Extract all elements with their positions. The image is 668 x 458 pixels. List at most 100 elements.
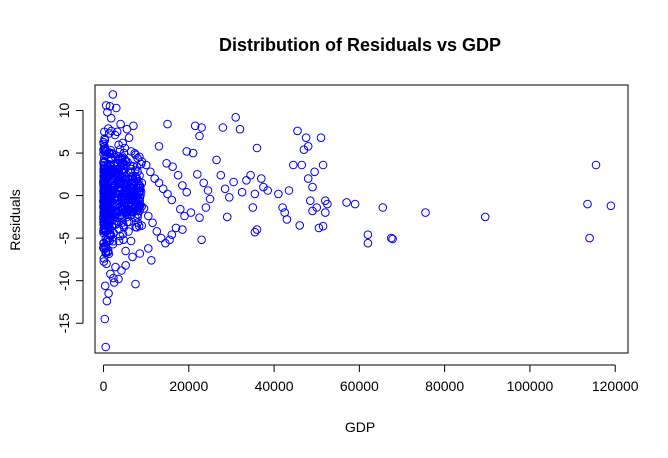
scatter-point	[141, 160, 151, 170]
scatter-point	[152, 227, 162, 236]
scatter-point	[135, 201, 144, 210]
scatter-point	[323, 199, 332, 209]
scatter-point	[108, 90, 118, 99]
scatter-point	[591, 160, 601, 170]
scatter-point	[115, 203, 124, 212]
scatter-point	[132, 162, 142, 171]
scatter-point	[190, 121, 200, 131]
scatter-point	[250, 189, 260, 199]
scatter-point	[131, 279, 140, 289]
scatter-point	[167, 230, 177, 239]
scatter-point	[124, 198, 134, 207]
scatter-point	[188, 148, 198, 158]
scatter-point	[120, 161, 129, 170]
scatter-point	[103, 246, 113, 256]
scatter-point	[121, 209, 131, 219]
y-tick-label: 10	[56, 103, 72, 119]
scatter-point	[123, 204, 133, 214]
scatter-point	[105, 225, 115, 235]
scatter-point	[150, 174, 159, 183]
scatter-point	[421, 208, 430, 217]
x-tick-label: 80000	[425, 378, 464, 394]
scatter-point	[104, 289, 113, 298]
scatter-point	[252, 225, 262, 234]
scatter-point	[284, 186, 294, 195]
scatter-point	[103, 107, 112, 117]
scatter-point	[203, 186, 213, 195]
scatter-point	[173, 170, 183, 180]
scatter-point	[218, 123, 228, 132]
scatter-point	[250, 227, 260, 237]
scatter-point	[167, 195, 177, 205]
scatter-point	[144, 211, 153, 221]
scatter-point	[242, 176, 251, 185]
chart-title: Distribution of Residuals vs GDP	[219, 35, 501, 55]
y-tick-label: -10	[56, 270, 72, 290]
scatter-point	[106, 113, 116, 123]
scatter-point	[163, 189, 172, 199]
scatter-point	[100, 134, 109, 143]
scatter-point	[278, 203, 287, 212]
scatter-point	[132, 194, 141, 204]
scatter-point	[301, 133, 311, 142]
scatter-point	[135, 181, 145, 191]
scatter-point	[135, 171, 144, 180]
scatter-point	[129, 121, 138, 131]
scatter-point	[135, 186, 145, 195]
scatter-point	[229, 177, 238, 187]
scatter-point	[178, 225, 187, 234]
scatter-point	[139, 204, 149, 213]
scatter-point	[127, 183, 136, 192]
scatter-point	[585, 233, 594, 243]
scatter-point	[308, 206, 317, 216]
scatter-point	[99, 191, 109, 201]
scatter-point	[147, 256, 156, 265]
scatter-point	[318, 160, 328, 170]
scatter-point	[606, 201, 616, 211]
scatter-point	[212, 155, 221, 165]
scatter-point	[165, 235, 174, 245]
scatter-point	[124, 133, 134, 142]
scatter-point	[99, 254, 109, 263]
scatter-point	[195, 131, 204, 141]
scatter-point	[297, 160, 307, 170]
scatter-point	[118, 174, 127, 184]
scatter-point	[146, 167, 155, 177]
scatter-point	[133, 213, 142, 222]
scatter-point	[108, 164, 117, 174]
scatter-point	[112, 103, 121, 113]
scatter-point	[378, 203, 388, 212]
scatter-point	[274, 189, 283, 199]
scatter-point	[303, 142, 313, 151]
scatter-point	[318, 221, 328, 231]
scatter-point	[222, 212, 232, 222]
scatter-point	[156, 233, 166, 243]
scatter-point	[197, 123, 206, 132]
scatter-point	[158, 184, 168, 194]
scatter-point	[201, 203, 211, 212]
scatter-point	[350, 199, 360, 209]
y-axis: -15 -10 -5 0 5 10	[56, 103, 84, 333]
scatter-point	[289, 160, 298, 170]
scatter-point	[363, 238, 373, 248]
scatter-point	[199, 178, 208, 188]
scatter-point	[216, 170, 226, 180]
scatter-point	[116, 176, 125, 186]
scatter-point	[136, 187, 146, 197]
scatter-point	[100, 224, 110, 233]
x-tick-label: 60000	[340, 378, 379, 394]
scatter-point	[182, 187, 191, 197]
scatter-point	[363, 230, 373, 239]
scatter-point	[168, 162, 177, 171]
scatter-point	[100, 145, 110, 154]
scatter-point	[205, 194, 215, 204]
scatter-point	[106, 269, 115, 279]
scatter-point	[387, 233, 396, 243]
scatter-point	[195, 213, 204, 222]
scatter-point	[121, 261, 130, 270]
scatter-point	[282, 215, 292, 224]
scatter-point	[225, 193, 234, 202]
scatter-point	[246, 170, 255, 180]
scatter-point	[131, 166, 140, 175]
scatter-point	[121, 246, 130, 256]
